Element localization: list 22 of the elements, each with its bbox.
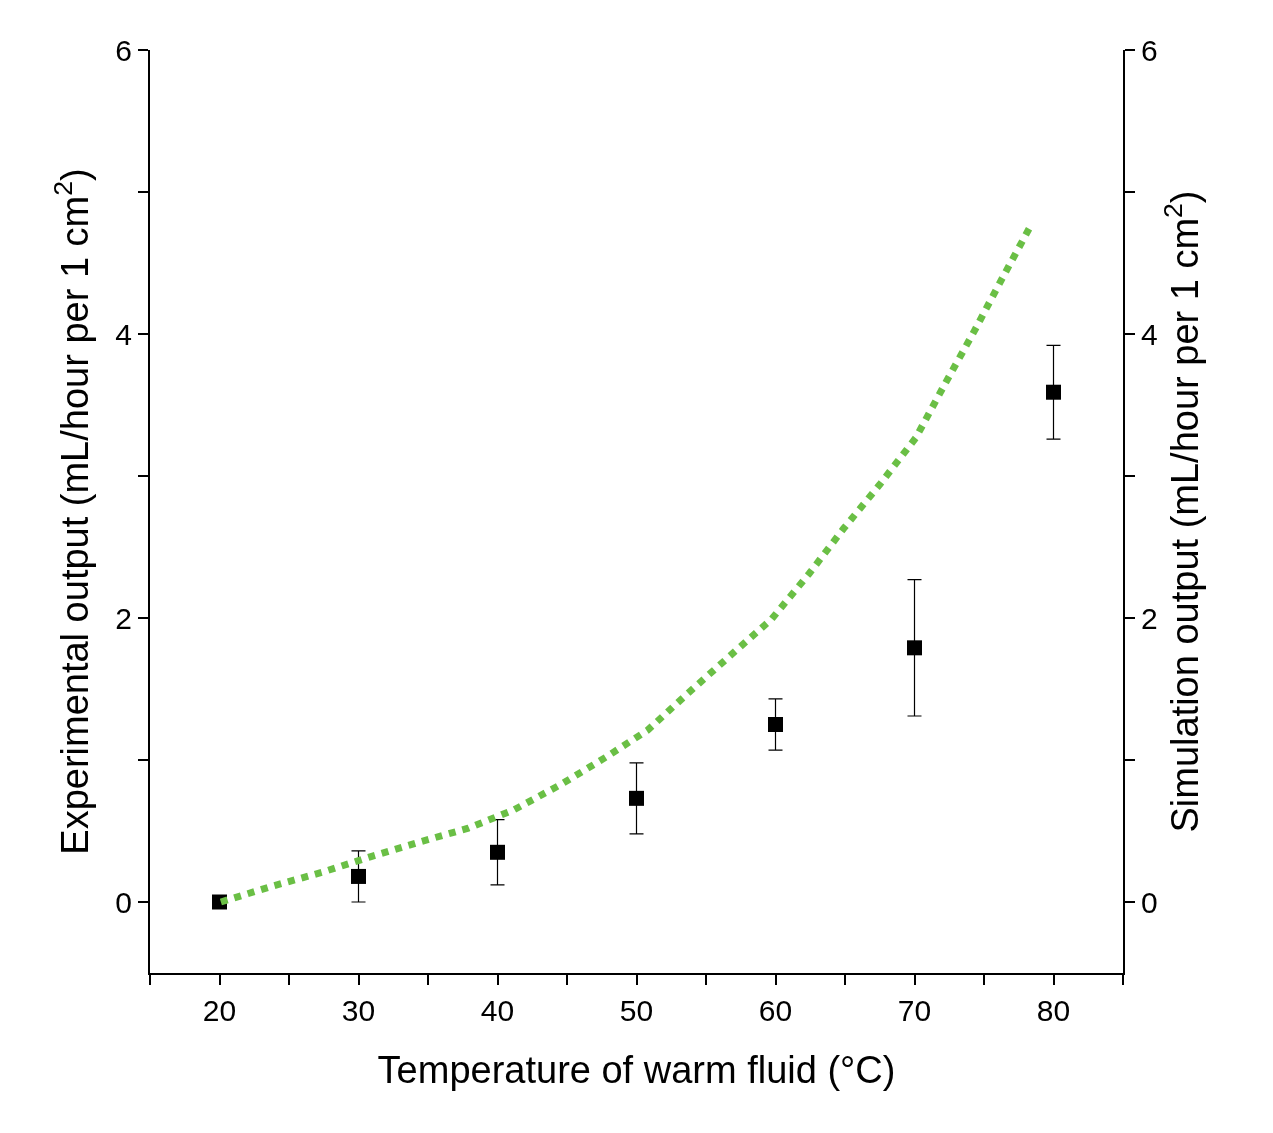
y2-tick-label: 6 (1141, 33, 1158, 67)
y-tick-label: 4 (115, 317, 132, 351)
y2-tick-label: 2 (1141, 601, 1158, 635)
y2-tick-label: 4 (1141, 317, 1158, 351)
point (490, 844, 505, 860)
y-tick-label: 2 (115, 601, 132, 635)
x-tick-label: 60 (758, 994, 793, 1027)
point (1046, 384, 1061, 400)
x-tick-label: 50 (619, 994, 654, 1027)
point (768, 717, 783, 732)
x-tick-label: 30 (341, 994, 376, 1027)
x-tick-label: 80 (1036, 994, 1071, 1027)
x-tick-label: 20 (202, 994, 237, 1027)
y-tick-label: 0 (115, 885, 132, 919)
point (629, 790, 644, 806)
point (351, 868, 366, 884)
x-tick-label: 70 (897, 994, 932, 1027)
y-tick-label: 6 (115, 33, 132, 67)
y2-tick-label: 0 (1141, 885, 1158, 919)
x-axis-title: Temperature of warm fluid (°C) (377, 1048, 896, 1091)
point (907, 640, 922, 656)
x-tick-label: 40 (480, 994, 515, 1027)
